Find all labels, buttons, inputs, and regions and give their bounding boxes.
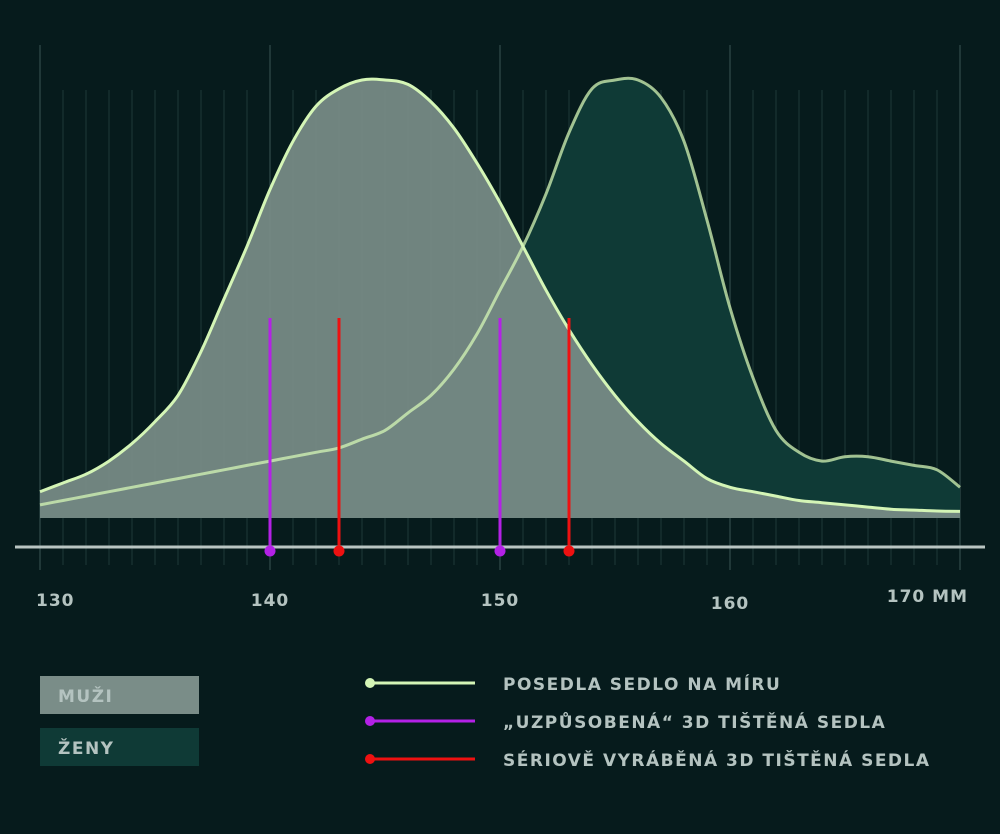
legend: MUŽI ŽENY POSEDLA SEDLO NA MÍRU „UZPŮSOBENÁ…	[40, 673, 931, 771]
legend-swatch	[40, 728, 199, 766]
legend-label: „UZPŮSOBENÁ“ 3D TIŠTĚNÁ SEDLA	[503, 710, 886, 733]
saddle-marker-dot	[563, 545, 575, 557]
saddle-marker-dots	[264, 545, 575, 557]
saddle-markers	[268, 318, 571, 551]
legend-label: ŽENY	[58, 737, 114, 759]
legend-dot	[365, 716, 375, 726]
x-tick-label: 150	[481, 591, 520, 611]
men-distribution-outline	[39, 77, 961, 513]
legend-label: SÉRIOVĚ VYRÁBĚNÁ 3D TIŠTĚNÁ SEDLA	[503, 749, 931, 771]
x-tick-label: 160	[711, 594, 750, 614]
legend-dot	[365, 754, 375, 764]
x-tick-label: 170 MM	[887, 587, 968, 607]
legend-dot	[365, 678, 375, 688]
saddle-marker-dot	[494, 545, 506, 557]
women-distribution-outline	[39, 76, 961, 507]
legend-swatch	[40, 676, 199, 714]
x-tick-label: 130	[36, 591, 75, 611]
saddle-marker-dot	[264, 545, 276, 557]
distribution-outlines	[39, 76, 961, 513]
x-tick-label: 140	[251, 591, 290, 611]
legend-label: POSEDLA SEDLO NA MÍRU	[503, 673, 781, 695]
legend-label: MUŽI	[58, 685, 113, 707]
x-axis-tick-labels: 130 140 150 160 170 MM	[36, 587, 968, 614]
saddle-marker-dot	[333, 545, 345, 557]
